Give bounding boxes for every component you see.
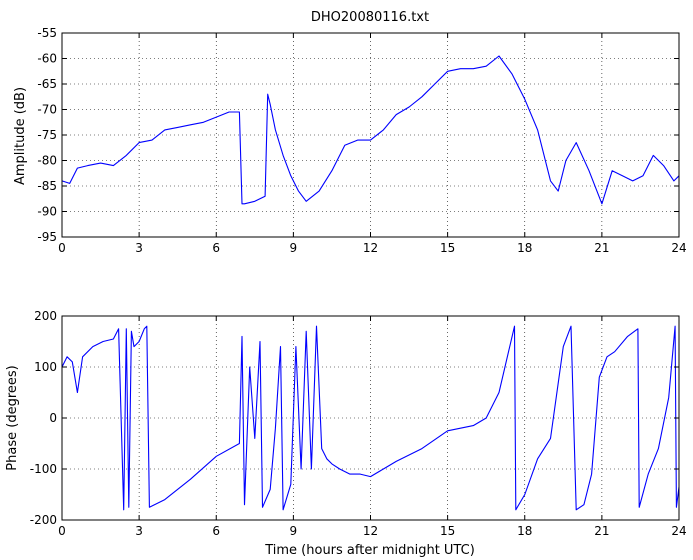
amplitude-x-tick-label: 24 (671, 241, 686, 255)
bottom-x-axis-label: Time (hours after midnight UTC) (264, 543, 475, 558)
amplitude-x-tick-label: 18 (517, 241, 532, 255)
phase-x-tick-label: 24 (671, 524, 686, 538)
amplitude-y-tick-label: -70 (37, 103, 57, 117)
phase-y-tick-label: 200 (34, 309, 57, 323)
top-chart-title: DHO20080116.txt (311, 10, 429, 25)
amplitude-x-tick-label: 21 (594, 241, 609, 255)
amplitude-plot: 0 3 6 9 12 15 18 21 24 -55 -60 -65 -70 -75 -80 -85 -90 -9… (37, 26, 686, 255)
phase-x-tick-label: 15 (440, 524, 455, 538)
phase-y-tick-label: -200 (30, 513, 57, 527)
amplitude-x-tick-label: 6 (212, 241, 220, 255)
phase-y-tick-label: 100 (34, 360, 57, 374)
phase-series-line (61, 325, 680, 511)
amplitude-series-line (61, 55, 680, 205)
phase-y-tick-label: 0 (49, 411, 57, 425)
phase-plot: 0 3 6 9 12 15 18 21 24 200 100 0 -100 -200 (30, 309, 687, 538)
phase-x-tick-label: 0 (58, 524, 66, 538)
amplitude-y-tick-label: -95 (37, 230, 57, 244)
amplitude-x-tick-label: 12 (363, 241, 378, 255)
phase-x-tick-label: 3 (135, 524, 143, 538)
amplitude-x-tick-label: 9 (290, 241, 298, 255)
amplitude-y-tick-label: -75 (37, 128, 57, 142)
top-y-axis-label: Amplitude (dB) (13, 87, 28, 185)
amplitude-y-tick-label: -90 (37, 205, 57, 219)
amplitude-x-tick-label: 15 (440, 241, 455, 255)
amplitude-x-tick-label: 3 (135, 241, 143, 255)
amplitude-y-tick-label: -80 (37, 154, 57, 168)
bottom-y-axis-label: Phase (degrees) (5, 365, 20, 470)
phase-x-tick-label: 12 (363, 524, 378, 538)
phase-x-tick-label: 6 (212, 524, 220, 538)
phase-x-tick-label: 18 (517, 524, 532, 538)
amplitude-x-tick-label: 0 (58, 241, 66, 255)
amplitude-y-tick-label: -85 (37, 179, 57, 193)
phase-y-tick-label: -100 (30, 462, 57, 476)
amplitude-y-tick-label: -60 (37, 52, 57, 66)
phase-x-tick-label: 9 (290, 524, 298, 538)
phase-x-tick-label: 21 (594, 524, 609, 538)
amplitude-y-tick-label: -55 (37, 26, 57, 40)
amplitude-y-tick-label: -65 (37, 77, 57, 91)
